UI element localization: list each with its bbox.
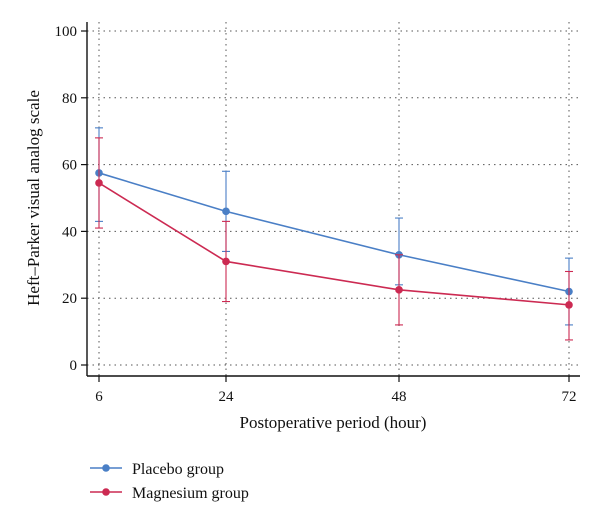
y-tick-label: 100: [55, 24, 78, 40]
y-tick-label: 40: [62, 224, 77, 240]
x-tick-label: 48: [392, 389, 407, 405]
y-axis-title: Heft–Parker visual analog scale: [24, 90, 43, 306]
y-tick-label: 80: [62, 91, 77, 107]
data-point-magnesium: [395, 286, 403, 294]
series-line-placebo: [98, 172, 570, 293]
data-point-placebo: [222, 207, 230, 216]
y-tick-labels: 0 20 40 60 80 100: [55, 24, 78, 374]
legend-item-placebo: Placebo group: [90, 461, 224, 478]
grid-lines: [87, 22, 580, 376]
axes: [81, 22, 580, 382]
y-tick-label: 20: [62, 291, 77, 307]
legend-label-magnesium: Magnesium group: [132, 485, 249, 502]
x-tick-label: 24: [219, 389, 235, 405]
x-tick-labels: 6 24 48 72: [95, 389, 576, 405]
legend-swatch-magnesium-marker: [102, 488, 110, 496]
legend-swatch-placebo-marker: [102, 464, 110, 472]
series-placebo: [95, 127, 573, 326]
data-point-magnesium: [565, 301, 573, 309]
legend-item-magnesium: Magnesium group: [90, 485, 249, 502]
x-axis-title: Postoperative period (hour): [240, 413, 427, 432]
x-tick-label: 6: [95, 389, 103, 405]
series-magnesium: [95, 137, 573, 341]
legend: Placebo group Magnesium group: [90, 461, 249, 502]
data-point-magnesium: [95, 179, 103, 187]
y-tick-label: 60: [62, 158, 77, 174]
data-point-magnesium: [222, 257, 230, 266]
legend-label-placebo: Placebo group: [132, 461, 224, 478]
series-line-magnesium: [98, 182, 570, 306]
x-tick-label: 72: [562, 389, 577, 405]
y-tick-label: 0: [70, 358, 78, 374]
data-series: [95, 127, 573, 341]
